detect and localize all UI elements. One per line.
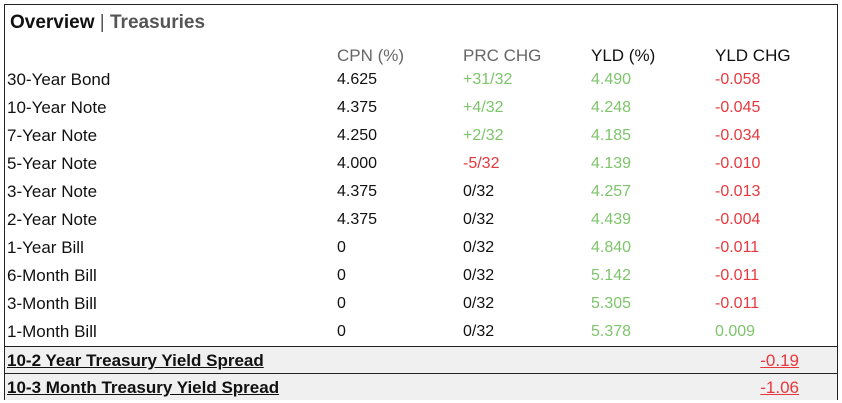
row-yld-chg: -0.034: [715, 127, 761, 144]
row-yld-chg: -0.011: [715, 295, 760, 312]
row-yld-chg: -0.058: [715, 71, 761, 88]
table-row: 1-Month Bill 0 0/32 5.378 0.009: [5, 318, 837, 346]
row-cpn: 0: [337, 295, 346, 312]
table-row: 2-Year Note 4.375 0/32 4.439 -0.004: [5, 206, 837, 234]
row-prc-chg: +2/32: [463, 127, 504, 144]
row-cpn: 0: [337, 267, 346, 284]
table-row: 6-Month Bill 0 0/32 5.142 -0.011: [5, 262, 837, 290]
row-cpn: 4.375: [337, 99, 378, 116]
row-yld: 4.248: [591, 99, 632, 116]
row-name: 1-Month Bill: [7, 322, 97, 341]
row-yld-chg: -0.011: [715, 239, 760, 256]
row-cpn: 4.625: [337, 71, 378, 88]
row-cpn: 4.000: [337, 155, 378, 172]
column-header-yld-chg: YLD CHG: [715, 46, 791, 65]
spread-row-10-3-month: 10-3 Month Treasury Yield Spread -1.06: [5, 373, 837, 400]
row-name: 3-Month Bill: [7, 294, 97, 313]
spread-row-10-2-year: 10-2 Year Treasury Yield Spread -0.19: [5, 346, 837, 373]
row-name: 1-Year Bill: [7, 238, 84, 257]
page-title: Overview | Treasuries: [10, 10, 205, 36]
row-prc-chg: 0/32: [463, 211, 495, 228]
row-cpn: 4.375: [337, 211, 378, 228]
row-name: 5-Year Note: [7, 154, 98, 173]
row-prc-chg: +4/32: [463, 99, 504, 116]
row-yld-chg: -0.004: [715, 211, 761, 228]
title-separator: |: [99, 12, 105, 33]
title-treasuries[interactable]: Treasuries: [110, 12, 206, 33]
row-yld-chg: -0.045: [715, 99, 761, 116]
table-row: 3-Year Note 4.375 0/32 4.257 -0.013: [5, 178, 837, 206]
row-yld: 4.139: [591, 155, 632, 172]
row-name: 30-Year Bond: [7, 70, 111, 89]
row-prc-chg: 0/32: [463, 323, 495, 340]
row-yld: 5.305: [591, 295, 632, 312]
spread-value-10-2-year[interactable]: -0.19: [760, 351, 799, 370]
table-row: 7-Year Note 4.250 +2/32 4.185 -0.034: [5, 122, 837, 150]
row-yld: 5.378: [591, 323, 632, 340]
spread-link-10-3-month[interactable]: 10-3 Month Treasury Yield Spread: [7, 378, 280, 397]
row-prc-chg: 0/32: [463, 295, 495, 312]
column-header-cpn: CPN (%): [337, 46, 405, 65]
row-name: 2-Year Note: [7, 210, 98, 229]
row-name: 7-Year Note: [7, 126, 98, 145]
row-name: 10-Year Note: [7, 98, 107, 117]
row-yld: 4.490: [591, 71, 632, 88]
row-yld-chg: -0.011: [715, 267, 760, 284]
treasuries-table: Overview | Treasuries CPN (%) PRC CHG YL…: [4, 4, 838, 400]
table-row: 30-Year Bond 4.625 +31/32 4.490 -0.058: [5, 66, 837, 94]
row-yld-chg: -0.010: [715, 155, 761, 172]
column-header-prc-chg: PRC CHG: [463, 46, 542, 65]
row-yld-chg: 0.009: [715, 323, 756, 340]
row-yld: 4.439: [591, 211, 632, 228]
row-yld-chg: -0.013: [715, 183, 761, 200]
spread-value-10-3-month[interactable]: -1.06: [760, 378, 799, 397]
row-yld: 4.185: [591, 127, 632, 144]
row-yld: 4.840: [591, 239, 632, 256]
table-row: 10-Year Note 4.375 +4/32 4.248 -0.045: [5, 94, 837, 122]
row-yld: 5.142: [591, 267, 632, 284]
row-prc-chg: -5/32: [463, 155, 500, 172]
spread-link-10-2-year[interactable]: 10-2 Year Treasury Yield Spread: [7, 351, 264, 370]
row-prc-chg: 0/32: [463, 239, 495, 256]
row-prc-chg: +31/32: [463, 71, 513, 88]
table-row: 1-Year Bill 0 0/32 4.840 -0.011: [5, 234, 837, 262]
row-yld: 4.257: [591, 183, 632, 200]
row-prc-chg: 0/32: [463, 267, 495, 284]
row-cpn: 4.250: [337, 127, 378, 144]
table-row: 5-Year Note 4.000 -5/32 4.139 -0.010: [5, 150, 837, 178]
row-name: 3-Year Note: [7, 182, 98, 201]
title-overview[interactable]: Overview: [10, 12, 95, 33]
column-header-yld: YLD (%): [591, 46, 656, 65]
row-prc-chg: 0/32: [463, 183, 495, 200]
table-row: 3-Month Bill 0 0/32 5.305 -0.011: [5, 290, 837, 318]
row-cpn: 4.375: [337, 183, 378, 200]
row-cpn: 0: [337, 239, 346, 256]
row-name: 6-Month Bill: [7, 266, 97, 285]
row-cpn: 0: [337, 323, 346, 340]
